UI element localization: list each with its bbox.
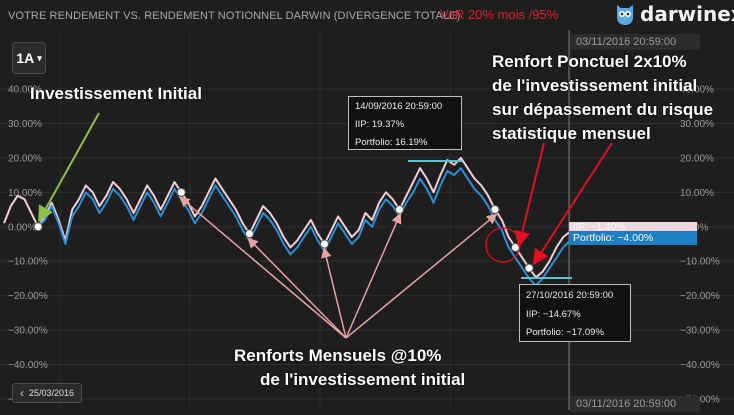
annotation-reinforce: Renfort Ponctuel 2x10% de l'investisseme… xyxy=(492,50,713,146)
initial-arrow xyxy=(38,112,100,223)
crosshair-date-bottom: 03/11/2016 20:59:00 xyxy=(570,396,700,412)
annotation-monthly-line: Renforts Mensuels @10% xyxy=(234,346,442,365)
annotation-monthly: Renforts Mensuels @10% de l'investisseme… xyxy=(234,344,465,392)
monthly-arrow xyxy=(345,213,498,339)
investment-marker xyxy=(320,239,330,249)
investment-marker xyxy=(395,205,405,215)
y-tick-label-right: −30.00% xyxy=(680,326,720,337)
monthly-arrow xyxy=(247,237,347,339)
annotation-monthly-line: de l'investissement initial xyxy=(260,370,466,389)
reinforce-arrow xyxy=(532,142,613,266)
tooltip-trough-iip: IIP: −14.67% xyxy=(526,309,581,320)
tooltip-trough: 27/10/2016 20:59:00 IIP: −14.67% Portfol… xyxy=(519,284,631,342)
y-tick-label-right: 10.00% xyxy=(680,188,714,199)
y-tick-label-left: −30.00% xyxy=(8,326,48,337)
investment-marker xyxy=(490,205,500,215)
y-tick-label-left: 20.00% xyxy=(8,153,42,164)
tooltip-trough-date: 27/10/2016 20:59:00 xyxy=(526,290,614,301)
crosshair-portfolio-value: Portfolio: −4.00% xyxy=(569,231,697,245)
annotation-reinforce-line: de l'investissement initial xyxy=(492,76,698,95)
tooltip-peak-portfolio: Portfolio: 16.19% xyxy=(355,137,428,148)
y-tick-label-left: −40.00% xyxy=(8,360,48,371)
owl-icon xyxy=(617,5,633,25)
y-tick-label-right: −40.00% xyxy=(680,360,720,371)
period-label: 1A xyxy=(16,50,35,66)
y-tick-label-right: 40.00% xyxy=(680,85,714,96)
y-tick-label-right: 30.00% xyxy=(680,119,714,130)
tooltip-peak-iip: IIP: 19.37% xyxy=(355,119,405,130)
investment-marker xyxy=(176,187,186,197)
series-line-iip xyxy=(3,156,571,279)
investment-marker xyxy=(244,229,254,239)
y-tick-label-right: −10.00% xyxy=(680,257,720,268)
monthly-arrow xyxy=(321,247,347,339)
caret-down-icon: ▾ xyxy=(37,52,42,63)
var-label: VaR 20% mois /95% xyxy=(440,7,559,22)
y-tick-label-left: 30.00% xyxy=(8,119,42,130)
y-tick-label-left: 10.00% xyxy=(8,188,42,199)
darwinex-logo: darwinex xyxy=(614,2,734,26)
monthly-arrow xyxy=(179,196,347,339)
investment-marker xyxy=(524,263,534,273)
tooltip-peak-date: 14/09/2016 20:59:00 xyxy=(355,101,443,112)
y-tick-label-left: 40.00% xyxy=(8,85,42,96)
y-tick-label-right: −20.00% xyxy=(680,291,720,302)
tooltip-trough-portfolio: Portfolio: −17.09% xyxy=(526,327,604,338)
investment-marker xyxy=(510,242,520,252)
y-tick-label-left: 0.00% xyxy=(8,222,36,233)
crosshair-date-top: 03/11/2016 20:59:00 xyxy=(570,34,700,50)
y-tick-label-left: −20.00% xyxy=(8,291,48,302)
y-tick-label-right: 20.00% xyxy=(680,153,714,164)
monthly-arrow xyxy=(345,212,402,339)
annotation-reinforce-line: statistique mensuel xyxy=(492,124,651,143)
investment-marker xyxy=(33,222,43,232)
annotation-initial: Investissement Initial xyxy=(30,84,202,103)
series-line-portfolio xyxy=(37,167,571,287)
period-dropdown[interactable]: 1A ▾ xyxy=(12,42,46,74)
y-tick-label-left: −10.00% xyxy=(8,257,48,268)
chevron-left-icon: ‹ xyxy=(19,386,24,400)
tooltip-peak: 14/09/2016 20:59:00 IIP: 19.37% Portfoli… xyxy=(348,96,462,150)
annotation-reinforce-line: sur dépassement du risque xyxy=(492,100,714,119)
chart-title: VOTRE RENDEMENT VS. RENDEMENT NOTIONNEL … xyxy=(8,10,461,22)
logo-text: darwinex xyxy=(640,2,734,26)
back-date-button[interactable]: ‹ 25/03/2016 xyxy=(12,383,82,403)
annotation-reinforce-line: Renfort Ponctuel 2x10% xyxy=(492,52,687,71)
back-date-label: 25/03/2016 xyxy=(28,388,75,398)
reinforce-arrow xyxy=(514,142,545,248)
crosshair-iip-value: IIP: −1.40% xyxy=(569,222,697,233)
